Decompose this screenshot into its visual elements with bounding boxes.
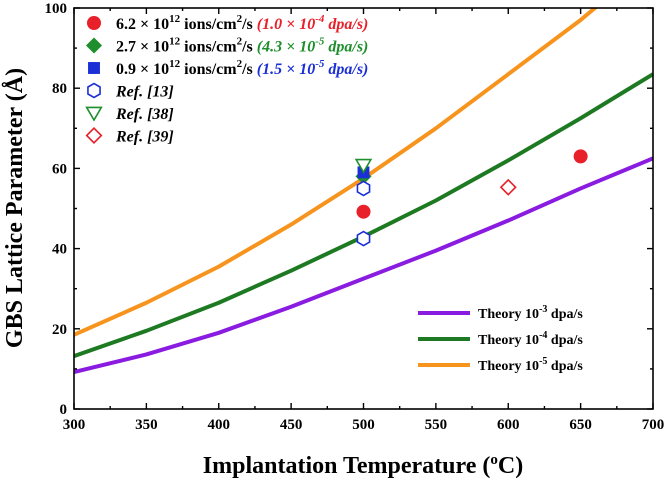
x-tick-label: 400: [208, 417, 231, 433]
data-point-s5-p0: [499, 178, 517, 196]
legend-label-1: 2.7 × 1012 ions/cm2/s (4.3 × 10-5 dpa/s): [116, 36, 368, 56]
data-point-s0-p1: [573, 149, 588, 164]
x-axis-title: Implantation Temperature (oC): [203, 452, 523, 479]
x-tick-label: 500: [352, 417, 375, 433]
x-tick-label: 350: [135, 417, 158, 433]
line-legend-label-1: Theory 10-4 dpa/s: [478, 330, 583, 348]
axes: 300 350 400 450 500 550 600 650 700 0 20 40 60 80 100: [45, 1, 665, 433]
y-tick-label: 100: [45, 1, 68, 17]
legend: 6.2 × 1012 ions/cm2/s (1.0 × 10-4 dpa/s)…: [85, 13, 583, 374]
legend-label-2: 0.9 × 1012 ions/cm2/s (1.5 × 10-5 dpa/s): [116, 58, 368, 78]
x-tick-label: 650: [569, 417, 592, 433]
data-point-s3-p0: [356, 230, 371, 247]
x-tick-label: 600: [497, 417, 520, 433]
legend-marker-5: [85, 127, 103, 144]
x-tick-label: 700: [642, 417, 665, 433]
y-tick-label: 0: [60, 402, 68, 418]
y-tick-label: 40: [52, 242, 67, 258]
data-point-s3-p1: [356, 180, 371, 197]
data-point-s0-p0: [356, 204, 371, 219]
theory-line-0: [74, 156, 653, 375]
data-point-s4-p0: [354, 158, 373, 174]
legend-marker-4: [85, 106, 103, 122]
data-points: [354, 149, 588, 247]
y-tick-label: 80: [52, 81, 67, 97]
x-tick-label: 550: [425, 417, 448, 433]
legend-marker-1: [85, 37, 103, 54]
legend-label-0: 6.2 × 1012 ions/cm2/s (1.0 × 10-4 dpa/s): [116, 13, 368, 33]
line-legend-label-0: Theory 10-3 dpa/s: [478, 304, 583, 322]
legend-label-5: Ref. [39]: [115, 129, 174, 146]
x-tick-label: 300: [63, 417, 86, 433]
y-tick-label: 20: [52, 322, 67, 338]
legend-label-4: Ref. [38]: [115, 106, 174, 123]
y-axis-title: GBS Lattice Parameter (Å): [2, 68, 28, 348]
legend-marker-3: [87, 82, 101, 99]
legend-marker-0: [87, 16, 101, 30]
legend-label-3: Ref. [13]: [115, 84, 174, 101]
line-legend-label-2: Theory 10-5 dpa/s: [478, 356, 583, 374]
legend-marker-2: [88, 62, 100, 74]
y-tick-label: 60: [52, 161, 67, 177]
x-tick-label: 450: [280, 417, 303, 433]
